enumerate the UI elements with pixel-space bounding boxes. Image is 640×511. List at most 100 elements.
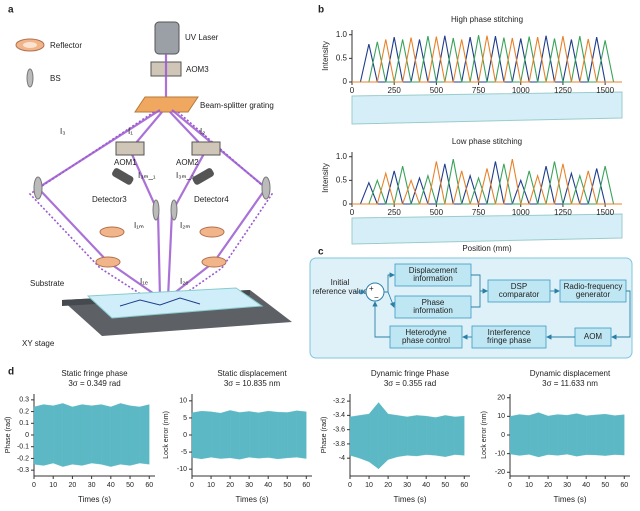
noise-band xyxy=(191,410,202,460)
y-tick-label: 0 xyxy=(343,199,348,208)
block-label: Interference fringe phase xyxy=(487,328,532,345)
y-axis-label: Lock error (nm) xyxy=(481,411,488,459)
x-tick-label: 1500 xyxy=(596,86,614,95)
reflector xyxy=(199,226,225,238)
y-tick-label: -10 xyxy=(495,450,505,457)
noise-band xyxy=(454,415,465,456)
x-tick-label: 40 xyxy=(107,482,115,489)
arrow xyxy=(611,290,631,340)
panel-label: a xyxy=(8,5,14,16)
chart-subtitle: 3σ = 11.633 nm xyxy=(542,379,598,388)
y-tick-label: -10 xyxy=(177,466,187,473)
y-tick-label: 0 xyxy=(343,77,348,86)
noise-band xyxy=(53,403,63,467)
y-tick-label: 1.0 xyxy=(336,30,348,39)
x-tick-label: 60 xyxy=(460,482,468,489)
x-tick-label: 750 xyxy=(472,86,486,95)
x-tick-label: 50 xyxy=(126,482,134,489)
x-tick-label: 10 xyxy=(365,482,373,489)
line xyxy=(352,158,622,205)
x-tick-label: 0 xyxy=(190,482,194,489)
x-tick-label: 1250 xyxy=(554,86,572,95)
noise-band xyxy=(239,411,250,460)
noise-band xyxy=(359,413,370,462)
chart-subtitle: 3σ = 0.349 rad xyxy=(68,379,120,388)
noise-band xyxy=(110,403,121,467)
noise-band xyxy=(258,410,269,459)
y-tick-label: 10 xyxy=(497,413,505,420)
y-tick-label: -0.1 xyxy=(17,444,29,451)
beam xyxy=(175,111,274,301)
label: Substrate xyxy=(30,279,65,288)
sample-strip xyxy=(351,213,623,245)
noise-band xyxy=(248,411,259,459)
noise-band xyxy=(586,414,596,456)
label: I₃ₘ_₁ xyxy=(138,171,156,180)
chart-subtitle: 3σ = 10.835 nm xyxy=(224,379,281,388)
panel-label: b xyxy=(318,5,324,16)
noise-band xyxy=(296,410,307,459)
noise-band xyxy=(368,402,379,470)
x-tick-label: 30 xyxy=(245,482,253,489)
aom xyxy=(191,141,221,156)
chart-title: High phase stitching xyxy=(451,15,523,24)
chart-subtitle: 3σ = 0.355 rad xyxy=(384,379,436,388)
x-tick-label: 1000 xyxy=(512,208,530,217)
block-label: AOM xyxy=(584,332,603,341)
bs-icon xyxy=(26,68,34,88)
noise-band xyxy=(91,404,102,465)
detector xyxy=(192,168,214,185)
y-tick-label: -3.8 xyxy=(333,441,345,448)
x-tick-label: 250 xyxy=(388,86,402,95)
detector xyxy=(112,168,134,185)
noise-band xyxy=(201,410,212,460)
noise-band xyxy=(445,415,455,457)
y-tick-label: 0.5 xyxy=(336,175,348,184)
x-tick-label: 0 xyxy=(350,86,355,95)
y-tick-label: 0 xyxy=(25,432,29,439)
arrow xyxy=(372,301,390,338)
arrow xyxy=(384,272,395,293)
noise-band xyxy=(220,410,231,459)
y-tick-label: -5 xyxy=(181,449,187,456)
noise-band xyxy=(33,404,44,466)
noise-band xyxy=(139,404,150,465)
noise-band xyxy=(406,415,417,457)
x-tick-label: 250 xyxy=(388,208,402,217)
y-tick-label: 0.1 xyxy=(19,420,29,427)
chart-title: Dynamic displacement xyxy=(530,369,611,378)
noise-band xyxy=(81,404,92,466)
block-label: DSP comparator xyxy=(499,282,540,299)
substrate xyxy=(86,287,264,319)
noise-band xyxy=(120,403,131,466)
y-tick-label: 0 xyxy=(183,432,187,439)
x-axis-label: Times (s) xyxy=(235,495,268,504)
noise-band xyxy=(435,415,446,457)
line xyxy=(352,158,622,205)
noise-band xyxy=(519,414,530,456)
noise-band xyxy=(397,415,408,457)
noise-band xyxy=(509,414,520,456)
x-tick-label: 30 xyxy=(563,482,571,489)
x-axis-label: Position (mm) xyxy=(462,244,512,253)
aom xyxy=(115,141,145,156)
beam xyxy=(28,111,155,301)
x-tick-label: 60 xyxy=(302,482,310,489)
block-label: Displacement information xyxy=(409,266,458,283)
x-tick-label: 10 xyxy=(525,482,533,489)
x-tick-label: 20 xyxy=(69,482,77,489)
x-axis-label: Times (s) xyxy=(393,495,426,504)
reflector xyxy=(95,256,121,268)
y-axis-label: Intensity xyxy=(321,163,330,193)
y-tick-label: 20 xyxy=(497,395,505,402)
noise-band xyxy=(387,413,398,460)
y-tick-label: 1.0 xyxy=(336,152,348,161)
label: I₁ xyxy=(128,127,133,136)
label: I₁ₘ xyxy=(134,221,144,230)
x-tick-label: 0 xyxy=(348,482,352,489)
x-tick-label: 20 xyxy=(544,482,552,489)
x-tick-label: 0 xyxy=(508,482,512,489)
x-tick-label: 60 xyxy=(620,482,628,489)
noise-band xyxy=(268,410,278,460)
label: UV Laser xyxy=(185,33,219,42)
